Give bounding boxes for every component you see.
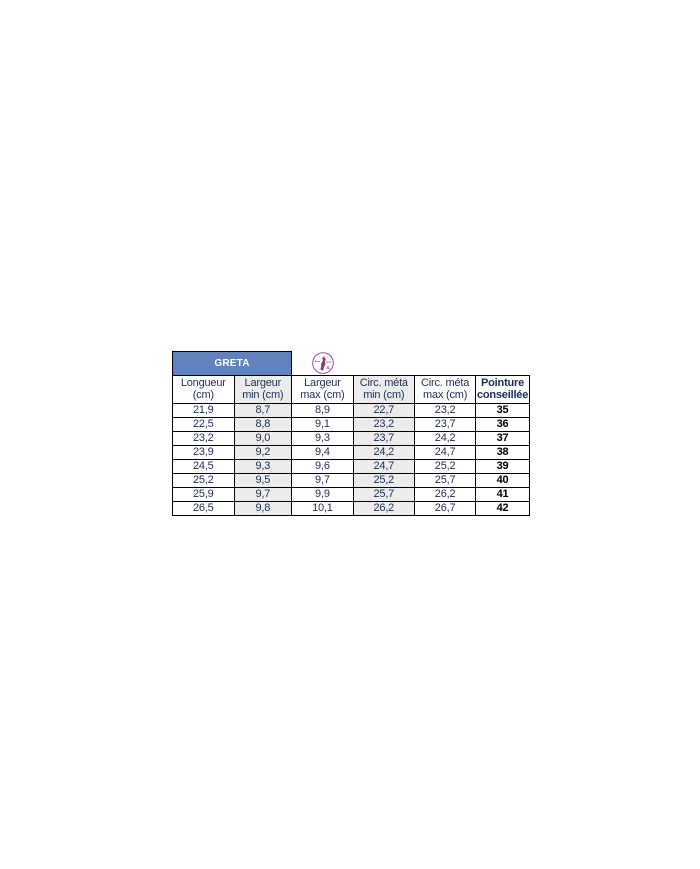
svg-text:XL: XL	[326, 366, 330, 370]
